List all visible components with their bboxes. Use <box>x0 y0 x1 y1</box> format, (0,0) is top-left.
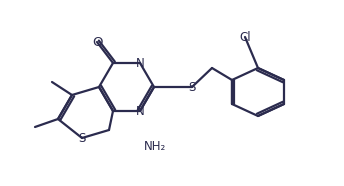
Text: NH₂: NH₂ <box>144 140 166 153</box>
Text: Cl: Cl <box>239 31 251 44</box>
Text: S: S <box>78 132 86 145</box>
Text: N: N <box>136 57 144 70</box>
Text: N: N <box>136 105 144 118</box>
Text: O: O <box>92 36 102 49</box>
Text: S: S <box>188 81 196 94</box>
